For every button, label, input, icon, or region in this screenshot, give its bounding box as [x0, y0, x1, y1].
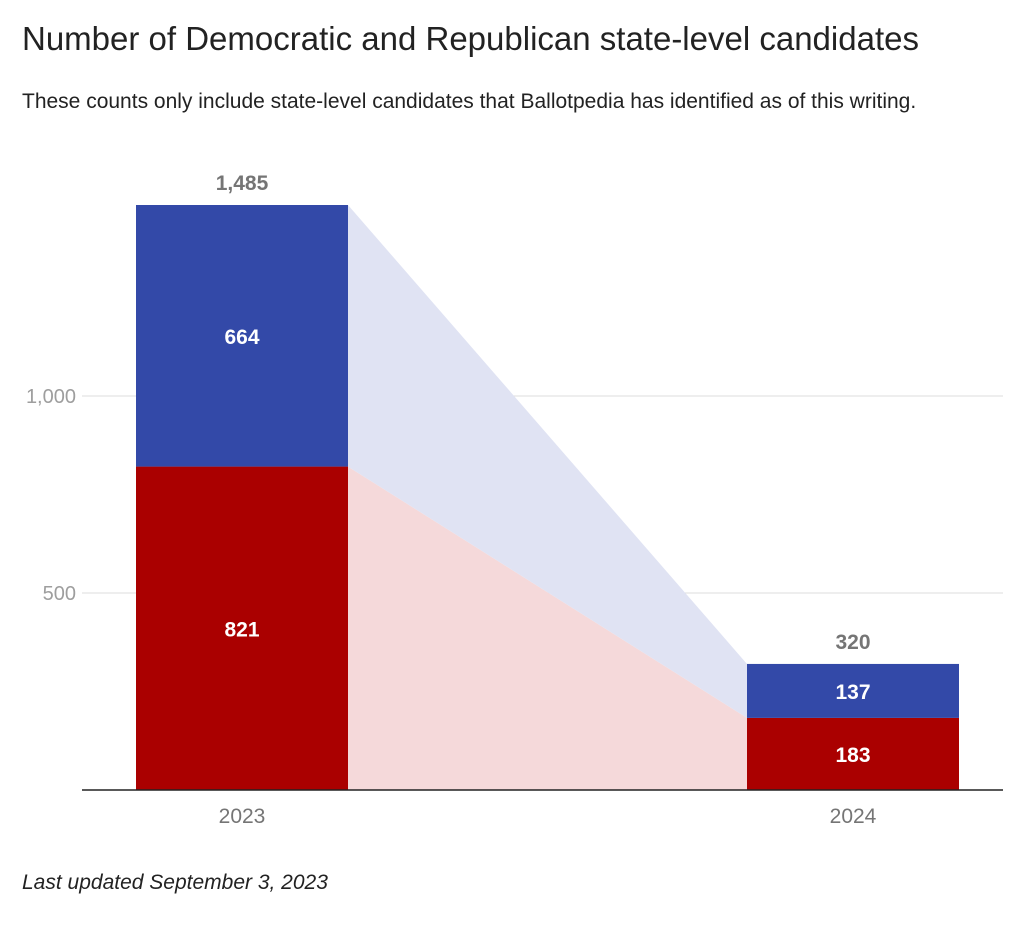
republican-bar-2023: [136, 466, 348, 790]
democratic-bar-2024: [747, 663, 959, 718]
republican-connector-band: [348, 466, 747, 790]
chart-subtitle: These counts only include state-level ca…: [22, 90, 917, 113]
x-tick-label: 2023: [219, 805, 266, 828]
republican-bar-2024: [747, 717, 959, 790]
x-tick-label: 2024: [830, 805, 877, 828]
chart-title: Number of Democratic and Republican stat…: [22, 20, 919, 57]
labels: 500 1,000 821 664 1,485 2023 183 137 320 2024: [26, 172, 877, 828]
democratic-bar-2023: [136, 205, 348, 467]
bars: [136, 205, 959, 790]
y-tick-label: 500: [43, 583, 76, 605]
segment-value-label: 664: [224, 326, 259, 349]
total-value-label: 1,485: [216, 172, 269, 195]
segment-value-label: 183: [835, 744, 870, 767]
last-updated-note: Last updated September 3, 2023: [22, 871, 328, 894]
segment-value-label: 821: [224, 618, 259, 641]
total-value-label: 320: [835, 631, 870, 654]
y-tick-label: 1,000: [26, 386, 76, 408]
connector-bands: [348, 205, 747, 790]
democratic-connector-band: [348, 205, 747, 718]
segment-value-label: 137: [835, 681, 870, 704]
